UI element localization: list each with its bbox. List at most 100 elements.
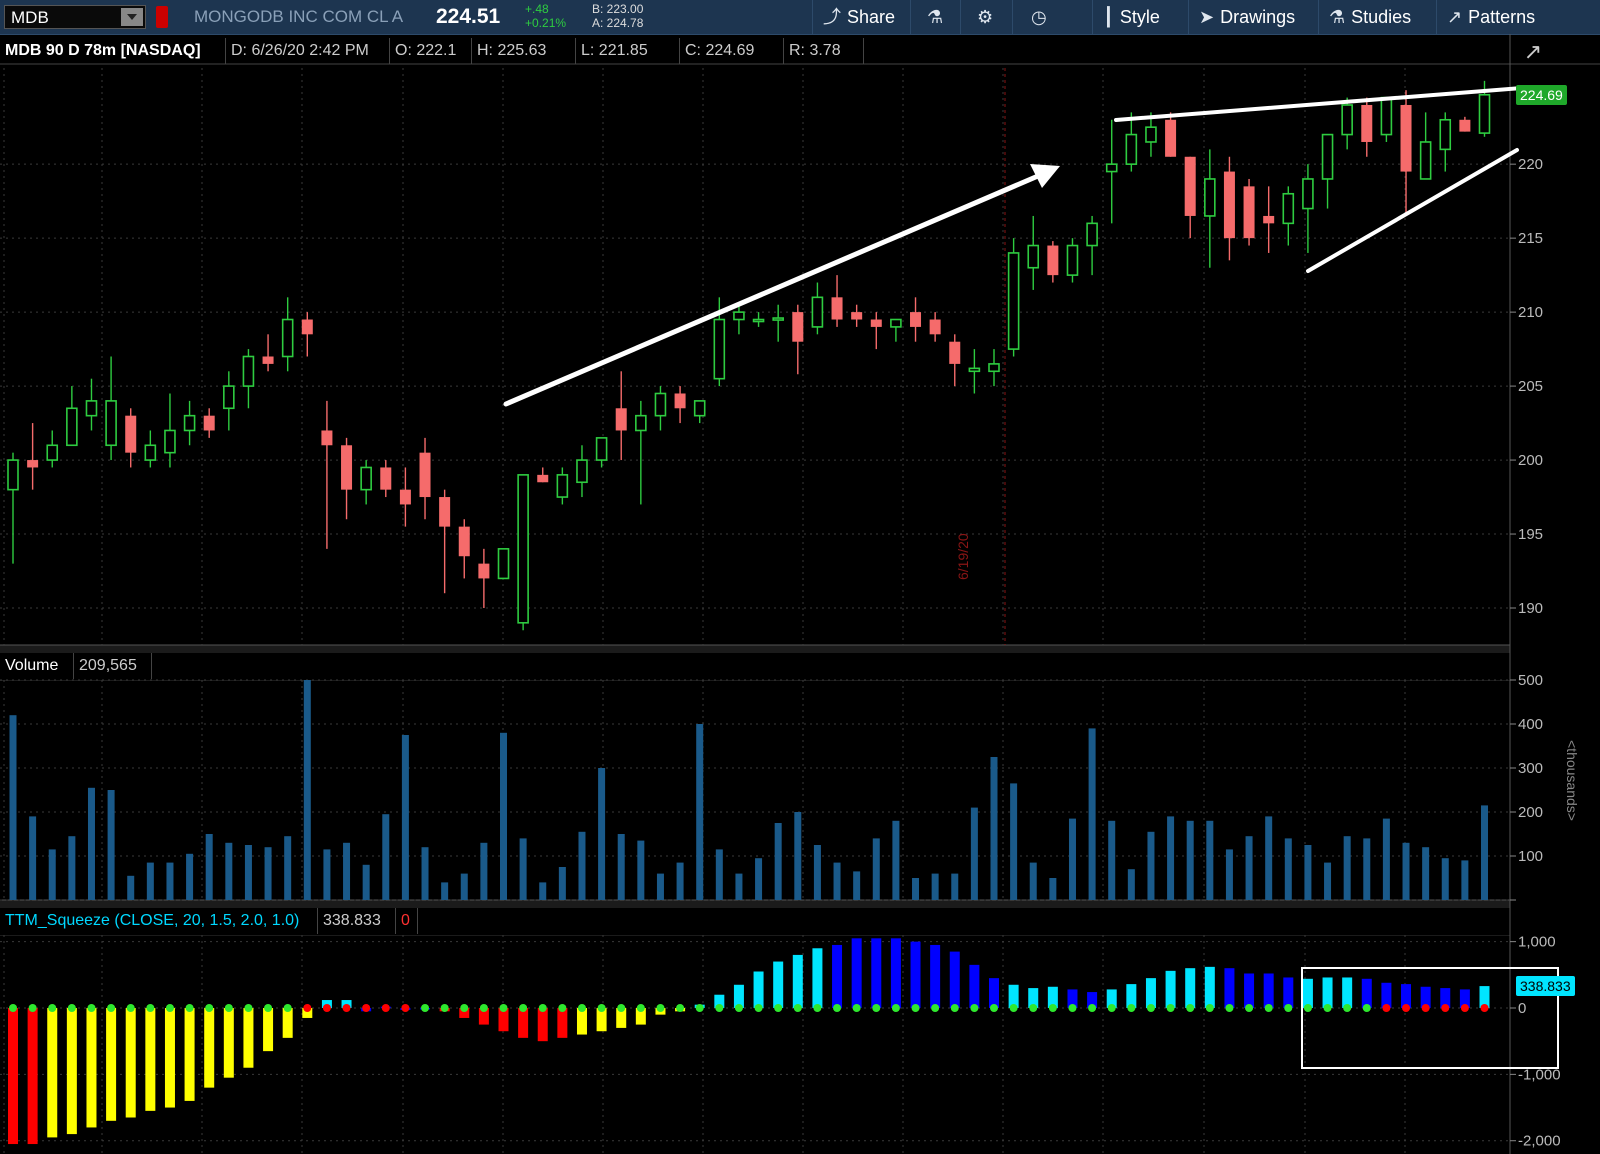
volume-bar: [401, 735, 409, 900]
squeeze-dot: [1088, 1004, 1097, 1012]
squeeze-bar: [204, 1008, 215, 1088]
squeeze-bar: [1381, 982, 1392, 1008]
squeeze-dot: [499, 1004, 508, 1012]
volume-bar: [1343, 836, 1351, 900]
squeeze-bar: [1165, 970, 1176, 1008]
candle: [341, 445, 353, 490]
last-price-label: 224.69: [1516, 84, 1567, 105]
candle: [635, 414, 647, 432]
drawings-button[interactable]: ➤ Drawings: [1188, 0, 1318, 34]
volume-bar: [696, 724, 704, 900]
squeeze-dot: [283, 1004, 292, 1012]
squeeze-dot: [1029, 1004, 1038, 1012]
volume-bar: [872, 838, 880, 900]
chevron-down-icon[interactable]: [121, 8, 143, 26]
squeeze-dot: [48, 1004, 57, 1012]
drawing-annotations: [503, 85, 1559, 1069]
squeeze-dot: [303, 1004, 312, 1012]
squeeze-dot: [421, 1004, 430, 1012]
squeeze-dot: [715, 1004, 724, 1012]
squeeze-bar: [420, 1008, 431, 1010]
squeeze-dot: [381, 1004, 390, 1012]
candle: [262, 356, 274, 364]
candle: [595, 437, 608, 461]
bid-ask: B: 223.00 A: 224.78: [592, 2, 643, 30]
squeeze-bar: [616, 1008, 627, 1028]
volume-bar: [460, 873, 468, 900]
squeeze-dot: [656, 1004, 665, 1012]
candle: [1439, 118, 1452, 151]
squeeze-bar: [576, 1008, 587, 1035]
squeeze-dot: [1382, 1004, 1391, 1012]
flask-button[interactable]: ⚗: [910, 0, 960, 34]
candle: [105, 400, 117, 447]
alert-flag-icon[interactable]: [156, 6, 168, 28]
squeeze-dot: [695, 1004, 704, 1012]
volume-bar: [578, 831, 586, 900]
volume-bar: [1422, 847, 1430, 900]
squeeze-bar: [1106, 989, 1117, 1008]
share-button[interactable]: ⤴ Share: [812, 0, 910, 34]
bid-price: B: 223.00: [592, 2, 644, 16]
candle: [811, 296, 824, 328]
candle: [1027, 244, 1040, 269]
volume-bar: [382, 814, 390, 900]
patterns-button[interactable]: ↗ Patterns: [1436, 0, 1600, 34]
header-range: R: 3.78: [784, 38, 864, 64]
symbol-input[interactable]: MDB: [4, 5, 146, 29]
arrow-head-icon: [1030, 164, 1060, 188]
squeeze-dot: [1362, 1004, 1371, 1012]
volume-bar: [1010, 783, 1018, 900]
flask-icon: ⚗: [927, 7, 944, 27]
pane-separator: [0, 935, 1510, 936]
squeeze-bar: [1263, 973, 1274, 1008]
volume-bar: [755, 858, 763, 900]
change-value: +.48: [525, 2, 549, 16]
studies-button[interactable]: ⚗ Studies: [1318, 0, 1436, 34]
volume-bar: [598, 768, 606, 900]
volume-bar: [441, 882, 449, 900]
price-tick-label: 210: [1518, 304, 1543, 321]
volume-bar: [990, 757, 998, 900]
squeeze-dot: [146, 1004, 155, 1012]
squeeze-bar: [1440, 988, 1451, 1008]
volume-unit-label: <thousands>: [1564, 740, 1580, 821]
volume-bar: [892, 820, 900, 900]
last-price: 224.51: [436, 5, 501, 28]
candle: [654, 392, 667, 417]
candle: [1263, 215, 1275, 224]
time-button[interactable]: ◷: [1012, 0, 1092, 34]
expand-icon[interactable]: ↗: [1523, 39, 1543, 64]
settings-button[interactable]: ⚙: [960, 0, 1012, 34]
style-button[interactable]: ┃ Style: [1092, 0, 1188, 34]
price-tick-label: 215: [1518, 230, 1543, 247]
squeeze-dot: [362, 1004, 371, 1012]
share-label: Share: [847, 7, 896, 27]
candle: [1380, 96, 1393, 136]
candle: [1400, 104, 1412, 172]
volume-bar: [1029, 862, 1037, 900]
candle: [968, 367, 981, 373]
volume-bar: [833, 862, 841, 900]
squeeze-dot: [264, 1004, 273, 1012]
volume-bar: [912, 878, 920, 900]
squeeze-bar: [106, 1008, 117, 1121]
volume-bar: [264, 847, 272, 900]
candle: [831, 297, 843, 320]
chart-title: MDB 90 D 78m [NASDAQ]: [0, 38, 226, 64]
candle: [360, 466, 372, 491]
squeeze-dot: [460, 1004, 469, 1012]
volume-bar: [931, 873, 939, 900]
squeeze-dot: [224, 1004, 233, 1012]
candle: [693, 400, 706, 417]
candle: [439, 497, 451, 527]
candle: [478, 563, 490, 579]
squeeze-bar: [1244, 973, 1255, 1008]
volume-bar: [519, 838, 527, 900]
volume-bar: [500, 732, 507, 900]
candle: [223, 385, 235, 410]
squeeze-dot: [774, 1004, 783, 1012]
squeeze-bar: [969, 964, 980, 1008]
candle: [870, 319, 882, 327]
